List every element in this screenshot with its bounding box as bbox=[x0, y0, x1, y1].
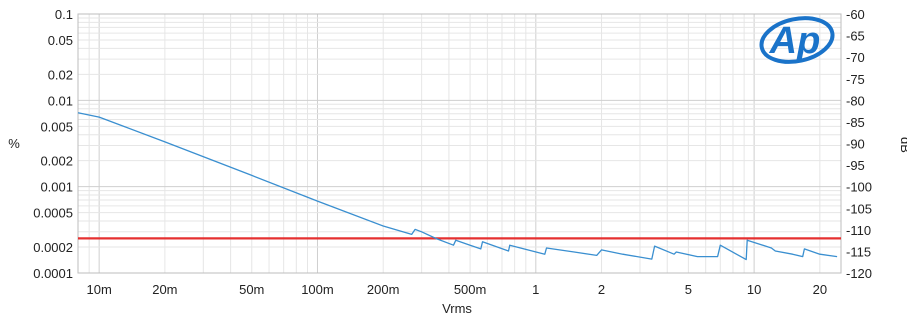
x-tick-label: 50m bbox=[239, 282, 264, 297]
x-axis-ticks: 10m 20m 50m 100m 200m 500m 1 2 5 10 20 bbox=[87, 282, 828, 297]
y-right-tick-label: -85 bbox=[846, 115, 865, 130]
x-tick-label: 2 bbox=[598, 282, 605, 297]
x-tick-label: 500m bbox=[454, 282, 487, 297]
grid bbox=[77, 13, 841, 274]
y-left-tick-label: 0.02 bbox=[48, 67, 73, 82]
ap-logo: Ap bbox=[759, 16, 835, 64]
x-tick-label: 10m bbox=[87, 282, 112, 297]
y-right-tick-label: -105 bbox=[846, 201, 872, 216]
y-right-tick-label: -100 bbox=[846, 180, 872, 195]
y-left-axis-ticks: 0.1 0.05 0.02 0.01 0.005 0.002 0.001 0.0005 0.00… bbox=[33, 7, 73, 281]
data-layer bbox=[77, 112, 841, 261]
y-left-axis-label: % bbox=[8, 136, 20, 151]
y-left-tick-label: 0.1 bbox=[55, 7, 73, 22]
y-left-tick-label: 0.001 bbox=[40, 180, 73, 195]
y-left-tick-label: 0.0005 bbox=[33, 206, 73, 221]
y-left-tick-label: 0.05 bbox=[48, 33, 73, 48]
plot-border bbox=[77, 13, 842, 274]
y-right-axis-ticks: -60 -65 -70 -75 -80 -85 -90 -95 -100 -105 -110 -115… bbox=[846, 7, 872, 281]
y-right-tick-label: -95 bbox=[846, 158, 865, 173]
y-left-tick-label: 0.0001 bbox=[33, 266, 73, 281]
y-right-tick-label: -60 bbox=[846, 7, 865, 22]
x-tick-label: 1 bbox=[532, 282, 539, 297]
series-line-0 bbox=[77, 112, 838, 261]
y-left-tick-label: 0.01 bbox=[48, 93, 73, 108]
y-left-tick-label: 0.0002 bbox=[33, 240, 73, 255]
y-right-tick-label: -65 bbox=[846, 29, 865, 44]
y-right-tick-label: -110 bbox=[846, 223, 871, 238]
x-tick-label: 5 bbox=[685, 282, 692, 297]
y-right-tick-label: -90 bbox=[846, 137, 865, 152]
y-right-tick-label: -120 bbox=[846, 266, 872, 281]
ap-logo-text: Ap bbox=[769, 20, 821, 62]
y-right-axis-label: dB bbox=[898, 137, 907, 153]
x-tick-label: 20 bbox=[813, 282, 827, 297]
y-right-tick-label: -70 bbox=[846, 50, 865, 65]
y-right-tick-label: -115 bbox=[846, 244, 871, 259]
ap-logo-ring bbox=[759, 16, 835, 64]
x-tick-label: 200m bbox=[367, 282, 400, 297]
x-tick-label: 20m bbox=[152, 282, 177, 297]
y-left-tick-label: 0.005 bbox=[40, 119, 73, 134]
x-tick-label: 100m bbox=[301, 282, 334, 297]
x-axis-label: Vrms bbox=[442, 301, 472, 316]
plot-frame bbox=[77, 13, 842, 274]
x-tick-label: 10 bbox=[747, 282, 761, 297]
y-left-tick-label: 0.002 bbox=[40, 154, 73, 169]
y-right-tick-label: -80 bbox=[846, 93, 865, 108]
y-right-tick-label: -75 bbox=[846, 72, 865, 87]
